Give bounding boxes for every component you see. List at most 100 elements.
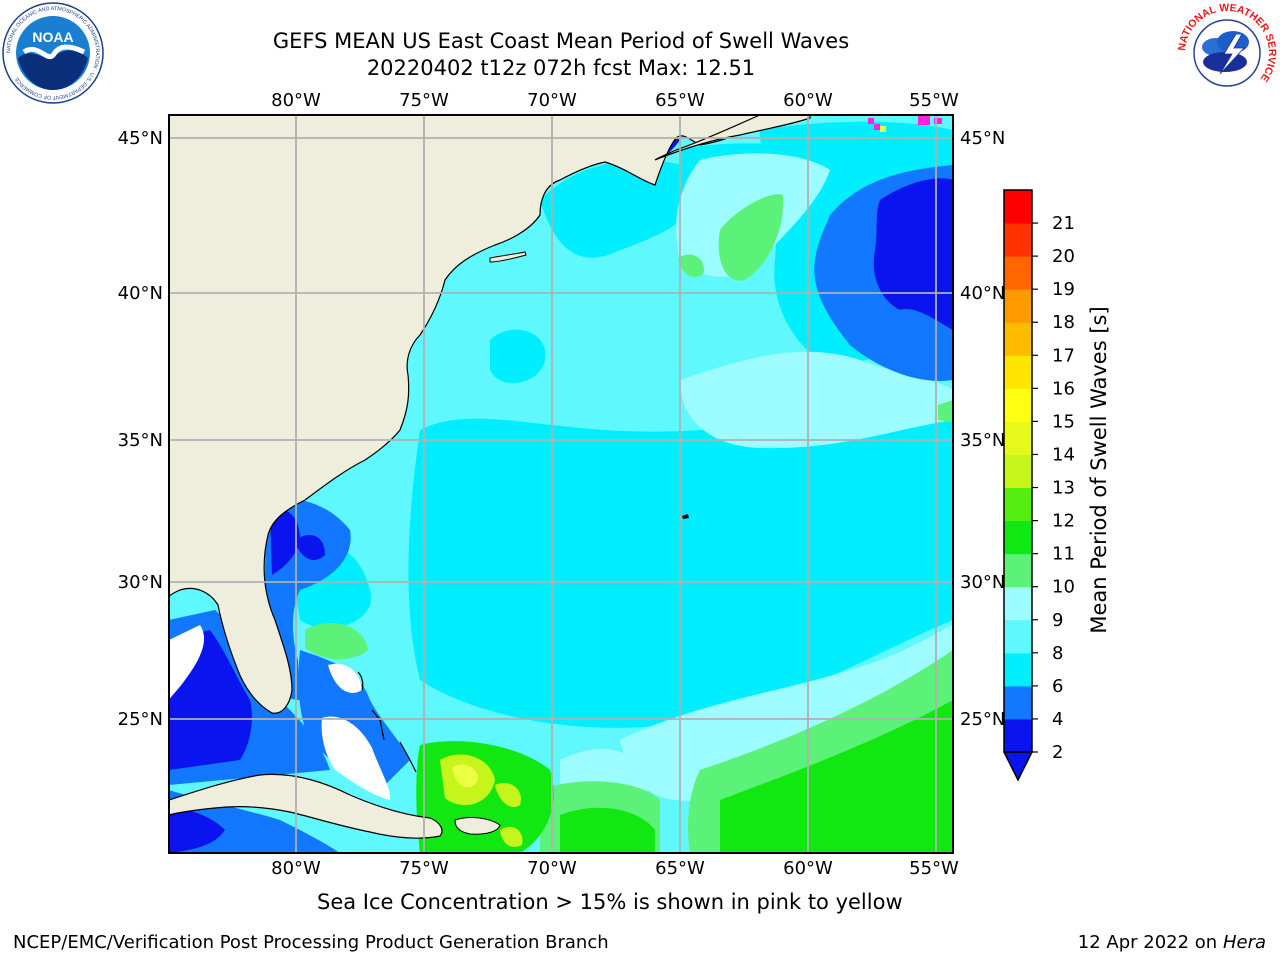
lon-label-top-60W: 60°W (783, 90, 833, 111)
gridlines (169, 115, 953, 853)
footer-date: 12 Apr 2022 on Hera (1078, 932, 1266, 953)
dark-blue-region-caribbean (169, 805, 225, 853)
colorbar-tick-label-6: 6 (1052, 676, 1063, 697)
colorbar-bin-12 (1004, 322, 1032, 356)
white-region-bahamas (321, 716, 391, 800)
chart-subtitle: 20220402 t12z 072h fcst Max: 12.51 (366, 56, 756, 80)
colorbar-bin-6 (1004, 520, 1032, 555)
lon-label-bottom-60W: 60°W (783, 858, 833, 879)
colorbar-bin-13 (1004, 289, 1032, 323)
colorbar-bin-0 (1004, 718, 1032, 753)
nws-logo: NATIONAL WEATHER SERVICE (1176, 2, 1278, 103)
land-hispaniola (454, 817, 501, 835)
lat-labels-left: 45°N 40°N 35°N 30°N 25°N (118, 128, 163, 730)
colorbar-tick-label-19: 19 (1052, 279, 1075, 300)
yellow-core (452, 764, 478, 788)
footer-credit: NCEP/EMC/Verification Post Processing Pr… (13, 932, 609, 953)
colorbar-bin-1 (1004, 685, 1032, 720)
lon-label-bottom-70W: 70°W (527, 858, 577, 879)
sea-ice-pixel-3 (880, 126, 886, 132)
land-cuba (169, 773, 443, 839)
lat-label-right-40N: 40°N (960, 283, 1005, 304)
colorbar-tick-label-21: 21 (1052, 213, 1075, 234)
colorbar-tick-label-9: 9 (1052, 610, 1063, 631)
colorbar: 2 4 6 8 9 10 11 12 13 14 15 16 17 18 19 20 21 (1002, 189, 1075, 782)
colorbar-tick-label-10: 10 (1052, 577, 1075, 598)
chart-title: GEFS MEAN US East Coast Mean Period of S… (272, 29, 850, 53)
lat-label-left-45N: 45°N (118, 128, 163, 149)
pale-cyan-central (680, 351, 953, 449)
land-bahamas-2 (371, 709, 385, 741)
lat-label-left-40N: 40°N (118, 283, 163, 304)
land-long-island (489, 251, 527, 263)
lat-label-right-25N: 25°N (960, 709, 1005, 730)
noaa-logo: NOAA NATIONAL OCEANIC AND ATMOSPHERIC AD… (2, 2, 104, 104)
white-region-bahamas-north (328, 663, 362, 693)
green-region-south-core (560, 807, 655, 853)
dark-blue-region-southeast-coast (270, 508, 300, 575)
sea-ice-pixel-5 (934, 118, 942, 124)
land-north-america (169, 115, 761, 714)
lat-label-right-45N: 45°N (960, 128, 1005, 149)
colorbar-tick-label-11: 11 (1052, 544, 1075, 565)
colorbar-bin-7 (1004, 487, 1032, 522)
colorbar-tick-label-8: 8 (1052, 643, 1063, 664)
colorbar-bin-15 (1004, 223, 1032, 257)
land-bahamas-3 (399, 741, 417, 773)
colorbar-bin-2 (1004, 652, 1032, 687)
colorbar-tick-label-12: 12 (1052, 511, 1075, 532)
lon-label-top-75W: 75°W (399, 90, 449, 111)
colorbar-bin-3 (1004, 619, 1032, 654)
lon-label-bottom-80W: 80°W (271, 858, 321, 879)
yellow-green-southeast (500, 826, 523, 847)
land-nova-scotia (654, 115, 811, 161)
white-region-gulf (169, 625, 205, 700)
colorbar-tick-label-20: 20 (1052, 246, 1075, 267)
colorbar-tick-label-2: 2 (1052, 742, 1063, 763)
colorbar-bin-8 (1004, 454, 1032, 489)
noaa-logo-text: NOAA (32, 29, 73, 45)
colorbar-frame (1003, 189, 1033, 753)
green-patch-bahamas-north (305, 622, 368, 660)
colorbar-bin-10 (1004, 388, 1032, 422)
colorbar-tick-label-13: 13 (1052, 478, 1075, 499)
dark-blue-region-carolina (295, 535, 325, 560)
lon-labels-bottom: 80°W 75°W 70°W 65°W 60°W 55°W (271, 858, 959, 879)
colorbar-bin-16 (1004, 190, 1032, 224)
cyan-region-north (540, 160, 706, 258)
lat-label-right-30N: 30°N (960, 572, 1005, 593)
lat-label-left-25N: 25°N (118, 709, 163, 730)
sea-ice-pixel-2 (874, 124, 880, 130)
lat-label-left-30N: 30°N (118, 572, 163, 593)
lon-label-bottom-55W: 55°W (909, 858, 959, 879)
green-region-southeast-core (720, 700, 953, 853)
colorbar-tick-label-17: 17 (1052, 345, 1075, 366)
sea-ice-pixel-4 (918, 115, 930, 125)
footer-host: Hera (1222, 932, 1266, 953)
lon-label-bottom-75W: 75°W (399, 858, 449, 879)
land-bermuda (682, 514, 689, 519)
blue-region-bahamas (298, 650, 410, 790)
green-patch-north (718, 194, 784, 281)
map-frame (168, 114, 954, 854)
colorbar-bin-14 (1004, 256, 1032, 290)
lat-label-right-35N: 35°N (960, 430, 1005, 451)
colorbar-label: Mean Period of Swell Waves [s] (1087, 306, 1111, 633)
sea-ice-caption: Sea Ice Concentration > 15% is shown in … (317, 890, 903, 914)
yellow-green-south (495, 782, 521, 808)
lon-labels-top: 80°W 75°W 70°W 65°W 60°W 55°W (271, 90, 959, 111)
lat-label-left-35N: 35°N (118, 430, 163, 451)
colorbar-bin-9 (1004, 421, 1032, 455)
dark-blue-region-northeast (873, 178, 953, 330)
colorbar-bin-4 (1004, 586, 1032, 621)
colorbar-extend-arrow (1002, 751, 1034, 782)
land-bahamas-1 (357, 671, 364, 691)
lon-label-top-65W: 65°W (655, 90, 705, 111)
colorbar-tick-label-18: 18 (1052, 312, 1075, 333)
colorbar-tick-label-16: 16 (1052, 378, 1075, 399)
colorbar-tick-label-4: 4 (1052, 709, 1063, 730)
colorbar-bin-5 (1004, 553, 1032, 588)
colorbar-bin-11 (1004, 355, 1032, 389)
lon-label-top-70W: 70°W (527, 90, 577, 111)
